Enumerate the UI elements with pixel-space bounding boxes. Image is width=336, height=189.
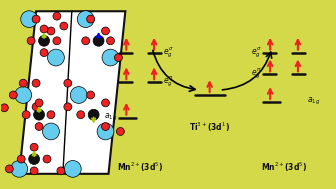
Circle shape — [87, 15, 95, 23]
Text: $e_g^{\sigma}$: $e_g^{\sigma}$ — [163, 46, 174, 60]
Circle shape — [9, 91, 17, 99]
Circle shape — [5, 165, 13, 173]
Circle shape — [39, 35, 49, 46]
Circle shape — [19, 79, 27, 87]
Circle shape — [34, 109, 45, 120]
Text: Mn$^{2+}$(3d$^5$): Mn$^{2+}$(3d$^5$) — [261, 160, 307, 174]
Circle shape — [27, 37, 35, 45]
Text: $e_g^{\sigma}$: $e_g^{\sigma}$ — [251, 46, 261, 60]
Circle shape — [53, 12, 61, 20]
Circle shape — [87, 91, 95, 99]
Circle shape — [21, 11, 38, 27]
Polygon shape — [19, 11, 125, 174]
Circle shape — [70, 87, 87, 103]
Circle shape — [64, 79, 72, 87]
Circle shape — [40, 49, 48, 57]
Circle shape — [29, 154, 40, 164]
Circle shape — [97, 123, 114, 140]
Circle shape — [35, 123, 43, 130]
Circle shape — [30, 143, 38, 151]
FancyArrowPatch shape — [153, 50, 195, 91]
Circle shape — [43, 155, 51, 163]
Text: Ti$^{3+}$(3d$^1$): Ti$^{3+}$(3d$^1$) — [189, 121, 230, 134]
Circle shape — [0, 104, 8, 112]
Text: Mn$^{2+}$(3d$^5$): Mn$^{2+}$(3d$^5$) — [117, 160, 163, 174]
Circle shape — [93, 35, 104, 46]
Circle shape — [101, 99, 110, 107]
Circle shape — [40, 25, 48, 33]
Circle shape — [64, 103, 72, 111]
Circle shape — [32, 79, 40, 87]
Circle shape — [65, 160, 81, 177]
Circle shape — [82, 37, 90, 45]
Circle shape — [77, 111, 85, 119]
Circle shape — [53, 37, 61, 45]
Circle shape — [30, 167, 38, 175]
Circle shape — [115, 54, 122, 61]
Circle shape — [32, 15, 40, 23]
Circle shape — [22, 111, 30, 119]
Circle shape — [60, 22, 68, 30]
Circle shape — [47, 27, 55, 35]
Text: $a_{1g}$: $a_{1g}$ — [104, 112, 117, 123]
Circle shape — [107, 37, 115, 45]
Circle shape — [35, 99, 43, 107]
Circle shape — [11, 160, 28, 177]
Circle shape — [57, 167, 65, 175]
Circle shape — [43, 123, 59, 140]
Circle shape — [15, 87, 32, 103]
Circle shape — [117, 128, 124, 135]
Circle shape — [101, 123, 110, 130]
Circle shape — [32, 103, 40, 111]
Circle shape — [47, 111, 55, 119]
Text: $e_g^{\pi}$: $e_g^{\pi}$ — [163, 75, 173, 89]
Text: $a_{1g}$: $a_{1g}$ — [307, 96, 320, 107]
Text: $e_g^{\pi}$: $e_g^{\pi}$ — [251, 67, 261, 81]
Circle shape — [17, 155, 25, 163]
Circle shape — [101, 27, 110, 35]
Circle shape — [77, 11, 94, 27]
Circle shape — [47, 49, 65, 66]
Circle shape — [102, 49, 119, 66]
FancyArrowPatch shape — [222, 52, 272, 90]
Circle shape — [88, 109, 99, 120]
